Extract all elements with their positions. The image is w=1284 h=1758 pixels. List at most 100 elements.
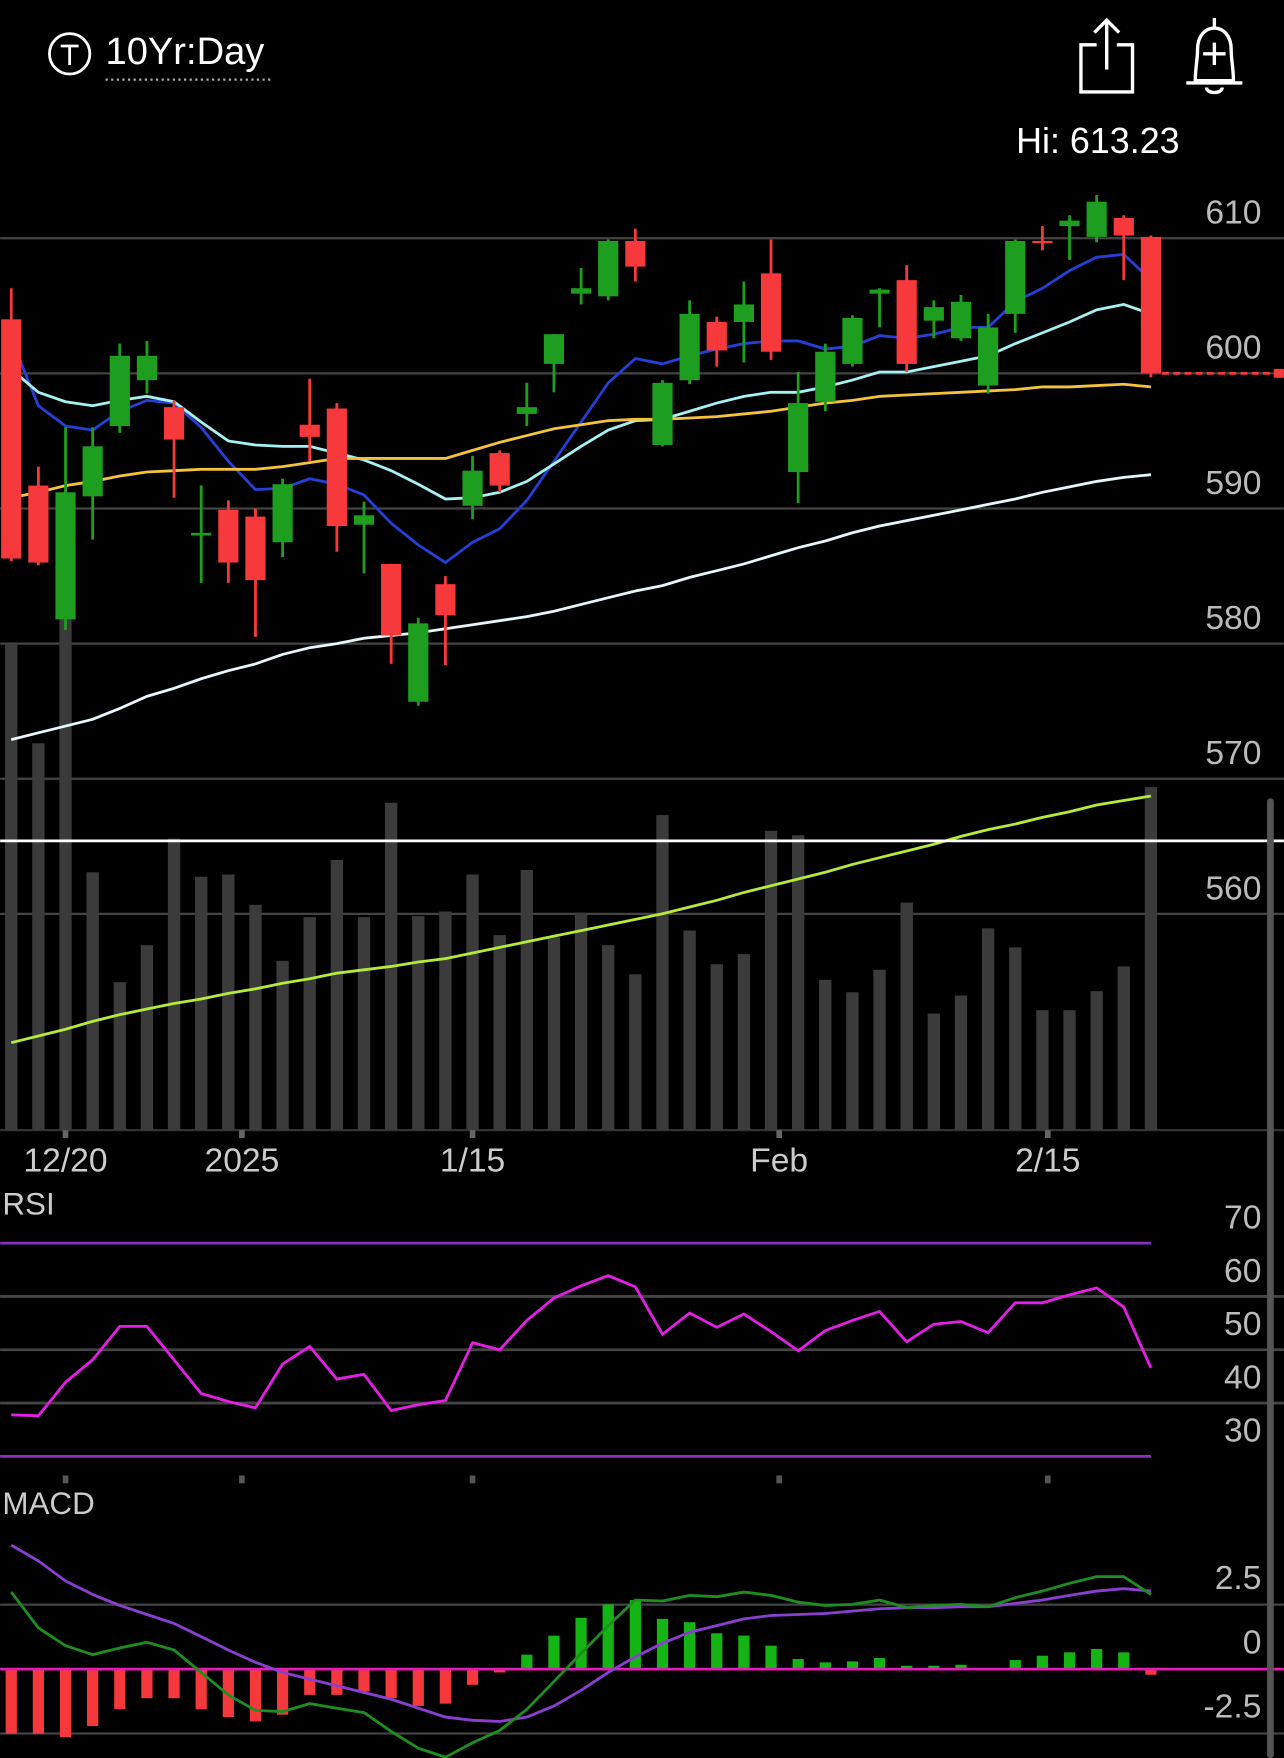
volume-bar — [439, 911, 452, 1131]
histogram-bar — [955, 1664, 967, 1670]
candle-body — [598, 240, 619, 297]
candle-body — [516, 407, 537, 414]
candle-body — [299, 424, 320, 437]
histogram-bar — [87, 1669, 99, 1727]
candle-body — [869, 289, 890, 294]
candle-body — [788, 403, 809, 473]
ticker-icon[interactable] — [48, 32, 92, 76]
histogram-bar — [1145, 1669, 1157, 1675]
volume-bar — [1063, 1010, 1076, 1131]
volume-bar — [276, 960, 289, 1131]
y-tick-label: 50 — [1224, 1306, 1261, 1343]
x-tick-label: 2025 — [204, 1143, 279, 1180]
moving-average-line — [10, 473, 1152, 741]
volume-bar — [683, 930, 696, 1131]
candle-body — [570, 288, 592, 294]
volume-bar — [737, 954, 751, 1131]
candle-body — [109, 355, 130, 427]
candle-body — [489, 453, 510, 486]
candle-body — [272, 484, 293, 543]
histogram-bar — [412, 1669, 424, 1706]
candle-body — [652, 382, 673, 445]
macd-line — [10, 1575, 1152, 1758]
volume-bar — [602, 945, 615, 1131]
y-tick-label: 580 — [1205, 600, 1261, 637]
candle-body — [706, 322, 727, 351]
histogram-bar — [195, 1669, 207, 1710]
volume-bar — [873, 969, 886, 1131]
y-tick-label: 560 — [1205, 870, 1261, 907]
histogram-bar — [439, 1669, 452, 1704]
candle-body — [978, 327, 999, 386]
candle-body — [462, 470, 483, 506]
candle-body — [679, 313, 700, 381]
y-tick-label: 590 — [1205, 465, 1261, 502]
histogram-bar — [738, 1635, 750, 1670]
x-tick-label: Feb — [750, 1143, 808, 1180]
histogram-bar — [765, 1645, 777, 1670]
candle-body — [28, 485, 49, 563]
volume-bar — [249, 904, 262, 1131]
histogram-bar — [792, 1659, 804, 1670]
candle-body — [625, 240, 646, 267]
candle-body — [82, 446, 103, 497]
candle-body — [733, 304, 754, 323]
high-annotation: Hi: 613.23 — [1016, 121, 1179, 161]
candle-body — [896, 280, 917, 364]
volume-bar — [791, 835, 805, 1131]
histogram-bar — [819, 1662, 831, 1670]
histogram-bar — [494, 1669, 506, 1673]
alert-button[interactable] — [1186, 17, 1243, 95]
y-tick-label: -2.5 — [1203, 1689, 1261, 1726]
histogram-bar — [114, 1669, 126, 1710]
candle-body — [760, 273, 782, 352]
marks-layer — [0, 194, 1284, 1758]
histogram-bar — [385, 1669, 397, 1699]
candle-body — [923, 307, 944, 321]
volume-bar — [1090, 991, 1103, 1131]
y-tick-label: 2.5 — [1215, 1560, 1262, 1597]
histogram-bar — [602, 1604, 614, 1670]
y-tick-label: 70 — [1224, 1199, 1261, 1236]
volume-bar — [520, 870, 533, 1131]
histogram-bar — [1091, 1648, 1103, 1670]
volume-bar — [59, 614, 72, 1131]
histogram-bar — [629, 1600, 641, 1670]
histogram-bar — [548, 1635, 560, 1670]
histogram-bar — [928, 1665, 940, 1670]
volume-bar — [303, 917, 316, 1131]
histogram-bar — [32, 1669, 44, 1734]
candle-body — [1113, 217, 1134, 236]
candle-body — [55, 492, 76, 620]
candle-body — [1086, 201, 1107, 237]
candle-body — [1005, 240, 1026, 314]
share-button[interactable] — [1079, 17, 1135, 94]
x-tick-label: 1/15 — [440, 1143, 505, 1180]
timeframe-title[interactable]: 10Yr:Day — [106, 31, 265, 73]
volume-bar — [547, 937, 561, 1131]
scrollbar[interactable] — [1267, 798, 1274, 1758]
y-tick-label: 30 — [1224, 1413, 1261, 1450]
candle-body — [950, 301, 972, 339]
volume-bar — [1144, 787, 1158, 1131]
volume-bar — [1117, 966, 1130, 1131]
candle-body — [1, 319, 22, 559]
volume-bar — [954, 995, 968, 1131]
candle-body — [1032, 240, 1053, 244]
candle-body — [815, 351, 836, 402]
volume-bar — [981, 928, 995, 1131]
volume-bar — [1009, 947, 1022, 1131]
volume-bar — [222, 874, 235, 1131]
candle-body — [353, 515, 375, 525]
volume-bar — [656, 815, 669, 1131]
panel-title: MACD — [2, 1486, 94, 1521]
x-tick-label: 12/20 — [23, 1143, 107, 1180]
candle-body — [218, 509, 239, 563]
volume-bar — [574, 912, 588, 1131]
histogram-bar — [168, 1669, 180, 1699]
histogram-bar — [249, 1669, 262, 1722]
panel-title: RSI — [2, 1187, 54, 1222]
candle-body — [191, 532, 212, 536]
